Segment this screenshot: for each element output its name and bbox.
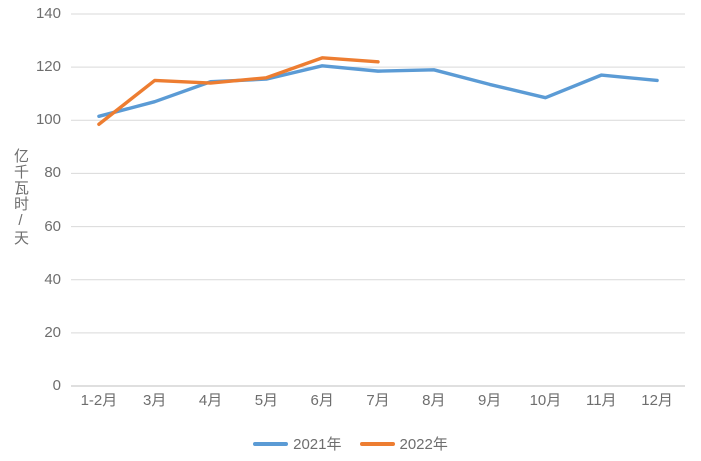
x-tick-label: 5月 xyxy=(254,392,279,409)
legend-item-2022: 2022年 xyxy=(359,433,448,454)
y-tick-label: 60 xyxy=(44,217,61,235)
y-tick-label: 120 xyxy=(35,58,61,76)
x-tick-label: 4月 xyxy=(198,392,223,409)
y-tick-label: 80 xyxy=(44,164,61,182)
legend: 2021年 2022年 xyxy=(0,433,701,454)
x-tick-label: 11月 xyxy=(585,392,617,409)
y-tick-label: 140 xyxy=(35,5,61,22)
x-tick-label: 3月 xyxy=(143,392,167,409)
x-tick-label: 12月 xyxy=(641,392,673,409)
y-tick-label: 100 xyxy=(35,111,61,129)
x-tick-label: 7月 xyxy=(366,392,390,409)
x-tick-label: 8月 xyxy=(422,392,446,409)
y-tick-label: 0 xyxy=(52,377,61,394)
y-tick-label: 20 xyxy=(44,323,61,341)
legend-item-2021: 2021年 xyxy=(253,433,342,454)
x-tick-label: 10月 xyxy=(529,392,562,409)
legend-swatch-2022-icon xyxy=(359,441,395,446)
x-tick-label: 6月 xyxy=(310,392,334,409)
x-tick-label: 1-2月 xyxy=(80,392,118,409)
series-line-2022年 xyxy=(97,56,380,126)
legend-label-2021: 2021年 xyxy=(293,436,342,453)
legend-swatch-2021-icon xyxy=(253,441,289,446)
series-line-2021年 xyxy=(97,64,659,119)
x-tick-label: 9月 xyxy=(477,392,502,409)
y-tick-label: 40 xyxy=(44,270,61,288)
legend-label-2022: 2022年 xyxy=(399,436,448,453)
y-axis-title: 亿千瓦时/天 xyxy=(12,148,29,246)
